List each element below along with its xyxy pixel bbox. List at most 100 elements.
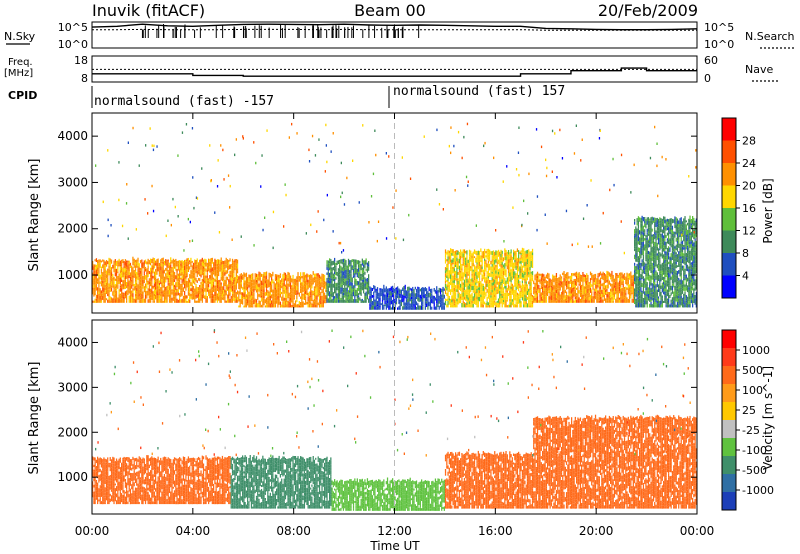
power-cell-0 [231,278,234,282]
power-cell-3 [410,290,413,293]
power-cell-0 [221,277,224,282]
power-cell-6 [636,228,638,233]
power-cell-4 [482,274,484,277]
power-cell-0 [219,259,221,264]
power-cell-0 [139,279,142,283]
power-cell-0 [123,272,125,275]
power-cell-0 [172,278,174,282]
power-cell-0 [236,270,239,274]
power-cell-6 [642,250,645,255]
power-cell-3 [390,290,392,294]
power-cell-0 [137,288,139,293]
power-cell-4 [487,302,490,306]
power-cell-2 [326,282,328,288]
power-cell-2 [350,260,352,265]
power-cell-5 [578,290,580,294]
power-cell-3 [441,297,443,302]
power-cell-1 [245,294,248,297]
power-cell-0 [152,269,154,274]
power-cell-5 [555,287,558,290]
power-cell-6 [649,264,651,267]
power-cell-5 [545,280,548,285]
power-cell-6 [660,300,662,305]
power-cell-4 [486,263,488,268]
power-cell-5 [536,271,539,276]
power-cell-5 [550,300,553,303]
power-cell-0 [133,270,135,274]
power-cell-2 [344,267,346,271]
power-cell-4 [461,264,463,269]
power-cell-0 [138,296,140,301]
power-cell-3 [429,288,432,293]
power-cell-6 [641,283,643,287]
power-cell-2 [354,273,356,278]
power-cell-4 [502,264,505,268]
power-cell-4 [525,274,527,277]
power-cell-0 [205,259,207,263]
power-cell-5 [628,273,631,276]
power-cell-5 [593,274,595,278]
power-cell-0 [103,267,105,271]
power-cell-6 [639,295,641,299]
power-cell-3 [422,301,424,305]
power-cell-1 [323,277,326,281]
power-cell-4 [513,302,515,305]
power-cell-0 [181,260,183,263]
power-cell-0 [230,298,232,303]
power-cell-6 [654,246,656,251]
power-cell-6 [657,248,660,252]
power-cell-6 [654,278,656,282]
power-cell-2 [327,279,329,284]
power-cell-4 [444,259,447,264]
nsky-strip-frame [91,21,698,49]
power-cell-4 [471,273,473,276]
power-cell-0 [118,298,120,303]
power-cell-3 [370,302,372,305]
power-cell-1 [289,286,292,290]
cpid-label: CPID [8,89,37,102]
power-cell-4 [447,289,449,293]
power-cell-4 [511,262,513,265]
power-cell-4 [516,280,519,285]
power-cell-5 [607,275,609,280]
power-cell-5 [560,299,563,303]
power-cell-3 [378,296,380,301]
power-cell-6 [642,270,645,274]
power-cell-1 [313,301,316,305]
power-cell-4 [448,274,450,279]
power-cell-6 [654,223,656,228]
power-cell-2 [357,267,360,272]
power-cell-2 [330,275,332,279]
power-cell-5 [628,295,631,300]
power-cell-0 [175,300,177,303]
power-cell-3 [415,288,418,293]
power-cell-6 [663,284,665,288]
power-cell-1 [296,295,298,300]
power-cell-5 [584,288,587,294]
power-cell-3 [376,300,379,305]
power-cell-6 [637,304,640,308]
power-cell-2 [327,298,329,303]
power-cell-0 [144,266,147,269]
power-cell-2 [344,274,346,279]
power-cell-4 [468,271,471,275]
power-cell-2 [329,263,331,268]
power-cell-0 [161,293,163,297]
power-cell-5 [539,294,541,297]
power-cell-1 [279,288,282,291]
power-cell-4 [477,290,479,293]
power-cell-0 [167,274,169,278]
power-cell-5 [553,299,555,303]
power-cell-3 [439,302,442,305]
power-cell-5 [544,278,546,284]
power-cell-4 [452,275,454,279]
power-cell-2 [360,264,362,269]
power-cell-5 [534,297,536,301]
power-cell-3 [389,305,391,310]
power-cell-4 [499,284,501,289]
power-cell-0 [197,265,200,270]
power-cell-1 [238,276,240,280]
power-cell-0 [180,284,182,287]
power-cell-3 [385,298,387,301]
power-cell-6 [640,245,642,248]
